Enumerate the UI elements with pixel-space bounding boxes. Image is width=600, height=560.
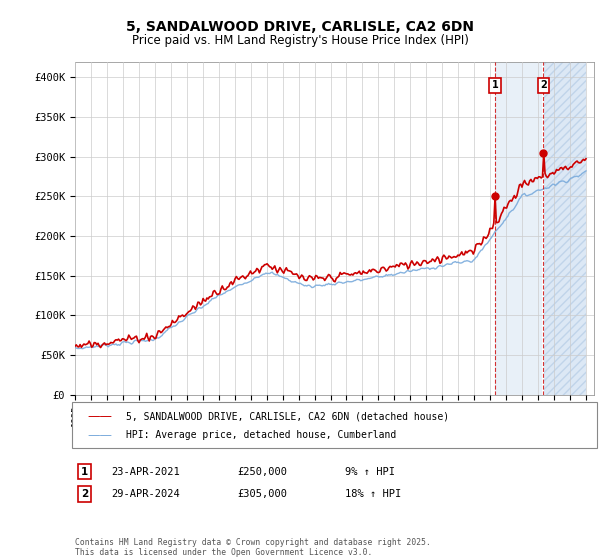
Text: ——: —— [87, 428, 112, 442]
Text: 29-APR-2024: 29-APR-2024 [111, 489, 180, 499]
Text: 23-APR-2021: 23-APR-2021 [111, 466, 180, 477]
Text: HPI: Average price, detached house, Cumberland: HPI: Average price, detached house, Cumb… [126, 430, 396, 440]
Text: £305,000: £305,000 [237, 489, 287, 499]
Text: 1: 1 [81, 466, 88, 477]
Text: Contains HM Land Registry data © Crown copyright and database right 2025.
This d: Contains HM Land Registry data © Crown c… [75, 538, 431, 557]
Text: 1: 1 [491, 81, 499, 90]
Text: 5, SANDALWOOD DRIVE, CARLISLE, CA2 6DN: 5, SANDALWOOD DRIVE, CARLISLE, CA2 6DN [126, 20, 474, 34]
Text: 18% ↑ HPI: 18% ↑ HPI [345, 489, 401, 499]
Text: ——: —— [87, 410, 112, 423]
Text: 2: 2 [81, 489, 88, 499]
Text: 2: 2 [540, 81, 547, 90]
Text: 9% ↑ HPI: 9% ↑ HPI [345, 466, 395, 477]
Text: £250,000: £250,000 [237, 466, 287, 477]
Text: 5, SANDALWOOD DRIVE, CARLISLE, CA2 6DN (detached house): 5, SANDALWOOD DRIVE, CARLISLE, CA2 6DN (… [126, 411, 449, 421]
Text: Price paid vs. HM Land Registry's House Price Index (HPI): Price paid vs. HM Land Registry's House … [131, 34, 469, 46]
